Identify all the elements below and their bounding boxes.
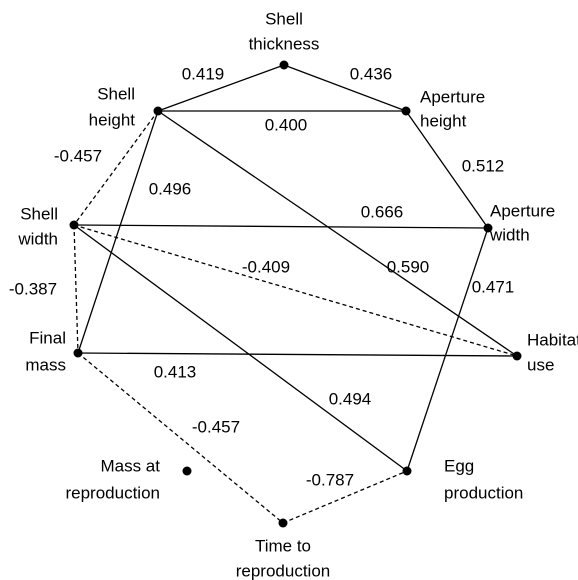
node-dot xyxy=(278,518,288,528)
node-dot xyxy=(483,223,493,233)
edge-label: 0.666 xyxy=(361,202,404,221)
node-label: Shell xyxy=(97,84,135,103)
node-label: Shell xyxy=(20,204,58,223)
edge xyxy=(282,470,408,524)
edge-label: -0.457 xyxy=(54,146,102,165)
edge-label: -0.787 xyxy=(306,470,354,489)
edge xyxy=(405,110,489,229)
edge xyxy=(77,352,284,524)
node-dot xyxy=(401,106,411,116)
node-label: Habitat xyxy=(527,330,578,349)
edge-label: -0.409 xyxy=(242,257,290,276)
node-label: Aperture xyxy=(490,201,555,220)
edge xyxy=(73,224,79,354)
edge xyxy=(73,224,408,472)
node-label: Aperture xyxy=(420,87,485,106)
edge xyxy=(73,224,518,357)
node-label: Shell xyxy=(265,9,303,28)
edges xyxy=(73,64,518,524)
edge-label: 0.436 xyxy=(350,64,393,83)
node-label: Egg xyxy=(444,456,474,475)
edge xyxy=(73,110,159,226)
edge xyxy=(73,224,489,229)
node-dot xyxy=(402,466,412,476)
edge xyxy=(283,64,407,112)
edge-label: 0.471 xyxy=(472,277,515,296)
node-label: Time to xyxy=(255,536,311,555)
node-dot xyxy=(73,348,83,358)
edge-label: 0.496 xyxy=(149,179,192,198)
node-label: thickness xyxy=(249,34,320,53)
node-label: height xyxy=(89,110,136,129)
edge xyxy=(157,110,518,357)
node-dot xyxy=(182,466,192,476)
edge xyxy=(406,227,489,472)
edge-label: 0.494 xyxy=(329,389,372,408)
labels: 0.419 0.436 0.400 0.512 -0.457 0.496 0.666 -0.4… xyxy=(9,9,578,580)
edge-label: -0.387 xyxy=(9,279,57,298)
node-label: production xyxy=(444,483,523,502)
nodes xyxy=(69,60,522,528)
node-label: Mass at xyxy=(100,456,160,475)
node-label: use xyxy=(527,355,554,374)
node-label: width xyxy=(17,229,58,248)
edge xyxy=(77,352,518,357)
node-label: width xyxy=(489,225,530,244)
node-label: mass xyxy=(25,355,66,374)
node-dot xyxy=(69,220,79,230)
node-dot xyxy=(279,60,289,70)
edge-label: -0.457 xyxy=(192,417,240,436)
edge-label: 0.419 xyxy=(182,64,225,83)
node-label: reproduction xyxy=(236,561,331,580)
edge xyxy=(157,64,285,112)
edge-label: 0.512 xyxy=(462,156,505,175)
edge-label: 0.400 xyxy=(265,115,308,134)
edge-label: 0.590 xyxy=(387,257,430,276)
node-label: Final xyxy=(29,328,66,347)
node-label: reproduction xyxy=(65,483,160,502)
node-dot xyxy=(512,351,522,361)
edge-label: 0.413 xyxy=(154,362,197,381)
node-label: height xyxy=(420,111,467,130)
node-dot xyxy=(153,106,163,116)
edge xyxy=(77,110,159,354)
